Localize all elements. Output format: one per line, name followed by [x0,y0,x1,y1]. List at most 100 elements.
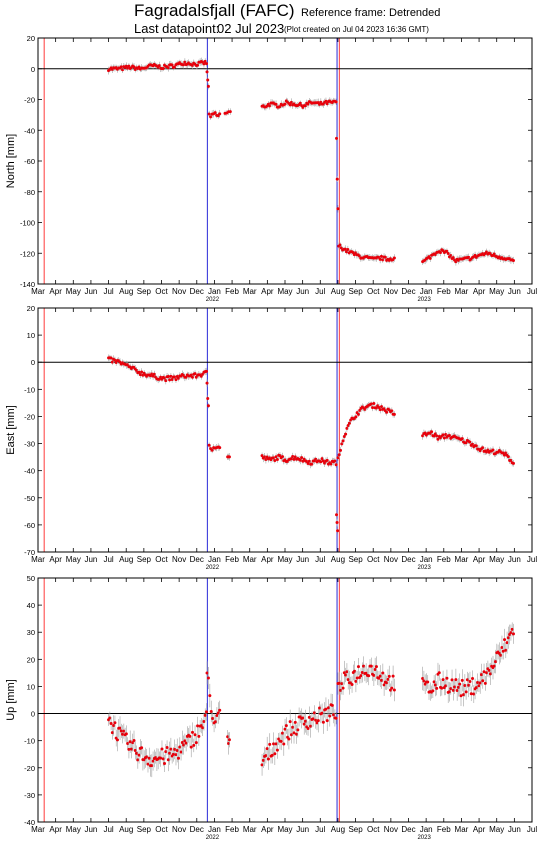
data-point [281,731,285,735]
data-point [275,458,279,462]
north-plot-frame [37,37,533,285]
data-point [291,725,295,729]
data-point [310,462,314,466]
data-point [345,426,349,430]
data-point [166,758,170,762]
data-point [355,676,359,680]
data-point [337,681,341,685]
x-tick-label: Dec [401,555,415,564]
x-tick-label: Jul [103,825,113,834]
data-point [133,749,137,753]
data-point [335,136,339,140]
data-point [288,103,292,107]
data-point [334,716,338,720]
data-point [369,664,373,668]
data-point [316,719,320,723]
data-point [338,448,342,452]
x-tick-label: Mar [31,825,45,834]
y-tick-label: -20 [24,96,35,105]
data-point [500,646,504,650]
x-tick-label: Dec [190,825,204,834]
data-point [206,676,210,680]
x-tick-label: Sep [348,555,363,564]
data-point [126,742,130,746]
data-point [166,375,170,379]
data-point [205,671,209,675]
data-point [506,455,510,459]
data-point [464,690,468,694]
y-tick-label: -60 [24,157,35,166]
data-point [430,430,434,434]
data-point [383,255,387,259]
data-point [325,458,329,462]
data-point [378,408,382,412]
data-point [140,746,144,750]
data-point [197,734,201,738]
data-point [445,249,449,253]
data-point [421,676,425,680]
x-tick-label: Jan [420,555,433,564]
data-point [282,742,286,746]
data-point [165,746,169,750]
data-point [163,376,167,380]
data-point [227,738,231,742]
x-tick-label: Dec [401,825,415,834]
north-data-series [107,57,515,266]
y-tick-label: 0 [31,65,35,74]
data-point [315,721,319,725]
data-point [454,678,458,682]
x-tick-label: May [66,555,81,564]
x-tick-label: Jan [208,287,221,296]
data-point [378,257,382,261]
data-point [444,684,448,688]
data-point [390,686,394,690]
data-point [183,739,187,743]
data-point [471,442,475,446]
data-point [479,673,483,677]
x-tick-label: May [277,555,292,564]
data-point [199,724,203,728]
data-point [268,742,272,746]
x-tick-label: Jul [103,287,113,296]
data-point [211,717,215,721]
data-point [380,678,384,682]
x-tick-label: Oct [367,555,380,564]
data-point [272,456,276,460]
x-tick-label: Jul [527,825,537,834]
x-tick-label: Aug [331,825,345,834]
data-point [283,102,287,106]
data-point [213,111,217,115]
plot-created-note: (Plot created on Jul 04 2023 16:36 GMT) [284,25,429,34]
data-point [146,762,150,766]
data-point [381,671,385,675]
x-tick-label: Jan [208,825,221,834]
x-tick-label: Apr [473,287,486,296]
data-point [468,679,472,683]
x-tick-label: Apr [261,287,274,296]
data-point [204,710,208,714]
data-point [435,686,439,690]
x-tick-label: Jul [103,555,113,564]
data-point [183,60,187,64]
year-label: 2022 [206,835,220,841]
data-point [132,65,136,69]
data-point [333,459,337,463]
data-point [487,668,491,672]
data-point [319,460,323,464]
data-point [227,455,231,459]
x-tick-label: Apr [261,555,274,564]
data-point [483,681,487,685]
year-label: 2023 [417,297,431,303]
data-point [274,455,278,459]
data-point [218,112,222,116]
x-tick-label: Oct [367,825,380,834]
y-tick-label: -140 [20,280,35,289]
data-point [306,102,310,106]
data-point [174,378,178,382]
x-tick-label: Apr [49,555,62,564]
data-point [450,678,454,682]
data-point [264,754,268,758]
x-tick-label: Apr [49,287,62,296]
